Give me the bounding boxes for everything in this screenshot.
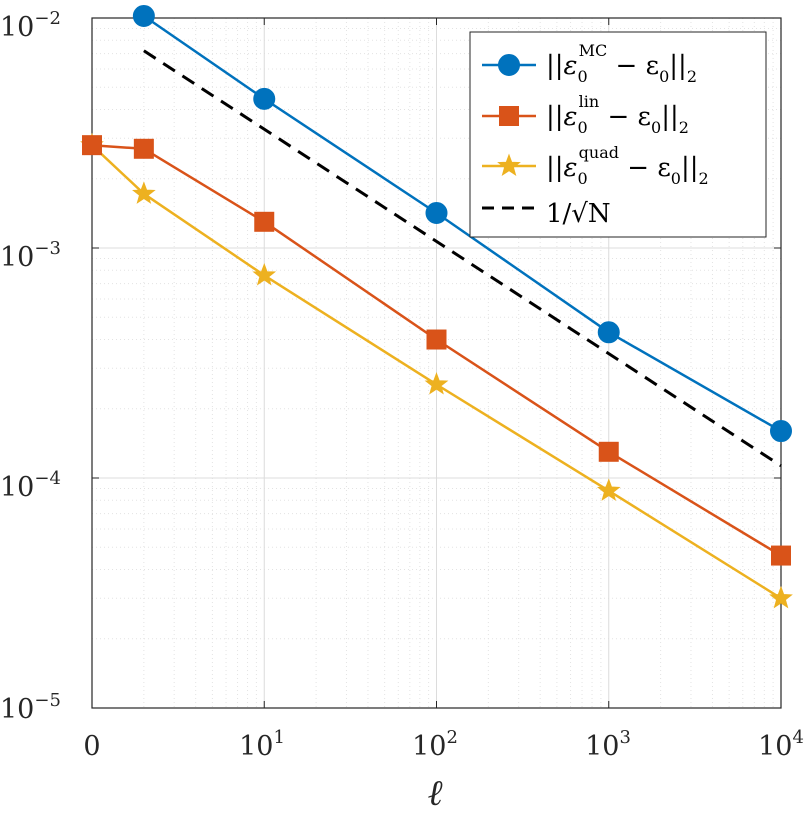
data-point-lin <box>133 138 154 159</box>
axis-ticks <box>92 18 781 708</box>
y-tick-label-0: 10−2 <box>0 8 61 43</box>
series-line-quad <box>91 144 782 600</box>
data-point-quad <box>769 585 793 609</box>
series-ref <box>143 49 782 468</box>
data-point-mc <box>770 420 792 443</box>
major-grid <box>92 18 781 708</box>
series-line-ref <box>143 49 782 468</box>
x-axis-label: ℓ <box>428 773 443 814</box>
legend: ||ε0MC − ε0||2 ||ε0lin − ε0||2 ||ε0quad … <box>469 31 767 238</box>
x-tick-label-1: 101 <box>239 727 285 762</box>
data-point-lin <box>771 545 791 566</box>
x-tick-label-4: 104 <box>758 727 804 762</box>
series-mc <box>132 5 792 443</box>
data-point-quad <box>252 262 277 286</box>
x-tick-label-2: 102 <box>412 727 458 762</box>
y-tick-label-3: 10−5 <box>0 690 61 725</box>
series-layer <box>80 5 793 609</box>
x-tick-label-0: 0 <box>83 731 100 762</box>
data-point-mc <box>597 321 620 344</box>
data-point-lin <box>426 329 447 350</box>
legend-marker-mc <box>498 54 520 76</box>
data-point-lin <box>598 441 619 462</box>
legend-marker-quad <box>497 153 521 177</box>
legend-label-ref: 1/√N <box>546 199 611 229</box>
series-lin <box>82 135 791 566</box>
y-tick-label-2: 10−4 <box>0 468 61 503</box>
data-point-mc <box>253 87 276 110</box>
data-point-quad <box>596 478 621 501</box>
x-tick-label-3: 103 <box>585 727 631 762</box>
legend-label-lin: ||ε0lin − ε0||2 <box>546 92 689 137</box>
data-point-lin <box>82 135 102 156</box>
data-point-mc <box>425 201 448 224</box>
data-point-quad <box>424 372 449 395</box>
legend-marker-lin <box>499 106 519 126</box>
data-point-mc <box>132 5 155 28</box>
legend-samples <box>482 54 536 210</box>
y-tick-label-1: 10−3 <box>0 238 61 273</box>
legend-label-quad: ||ε0quad − ε0||2 <box>546 143 709 188</box>
legend-label-mc: ||ε0MC − ε0||2 <box>546 41 697 86</box>
data-point-quad <box>132 181 156 204</box>
data-point-lin <box>254 211 275 232</box>
